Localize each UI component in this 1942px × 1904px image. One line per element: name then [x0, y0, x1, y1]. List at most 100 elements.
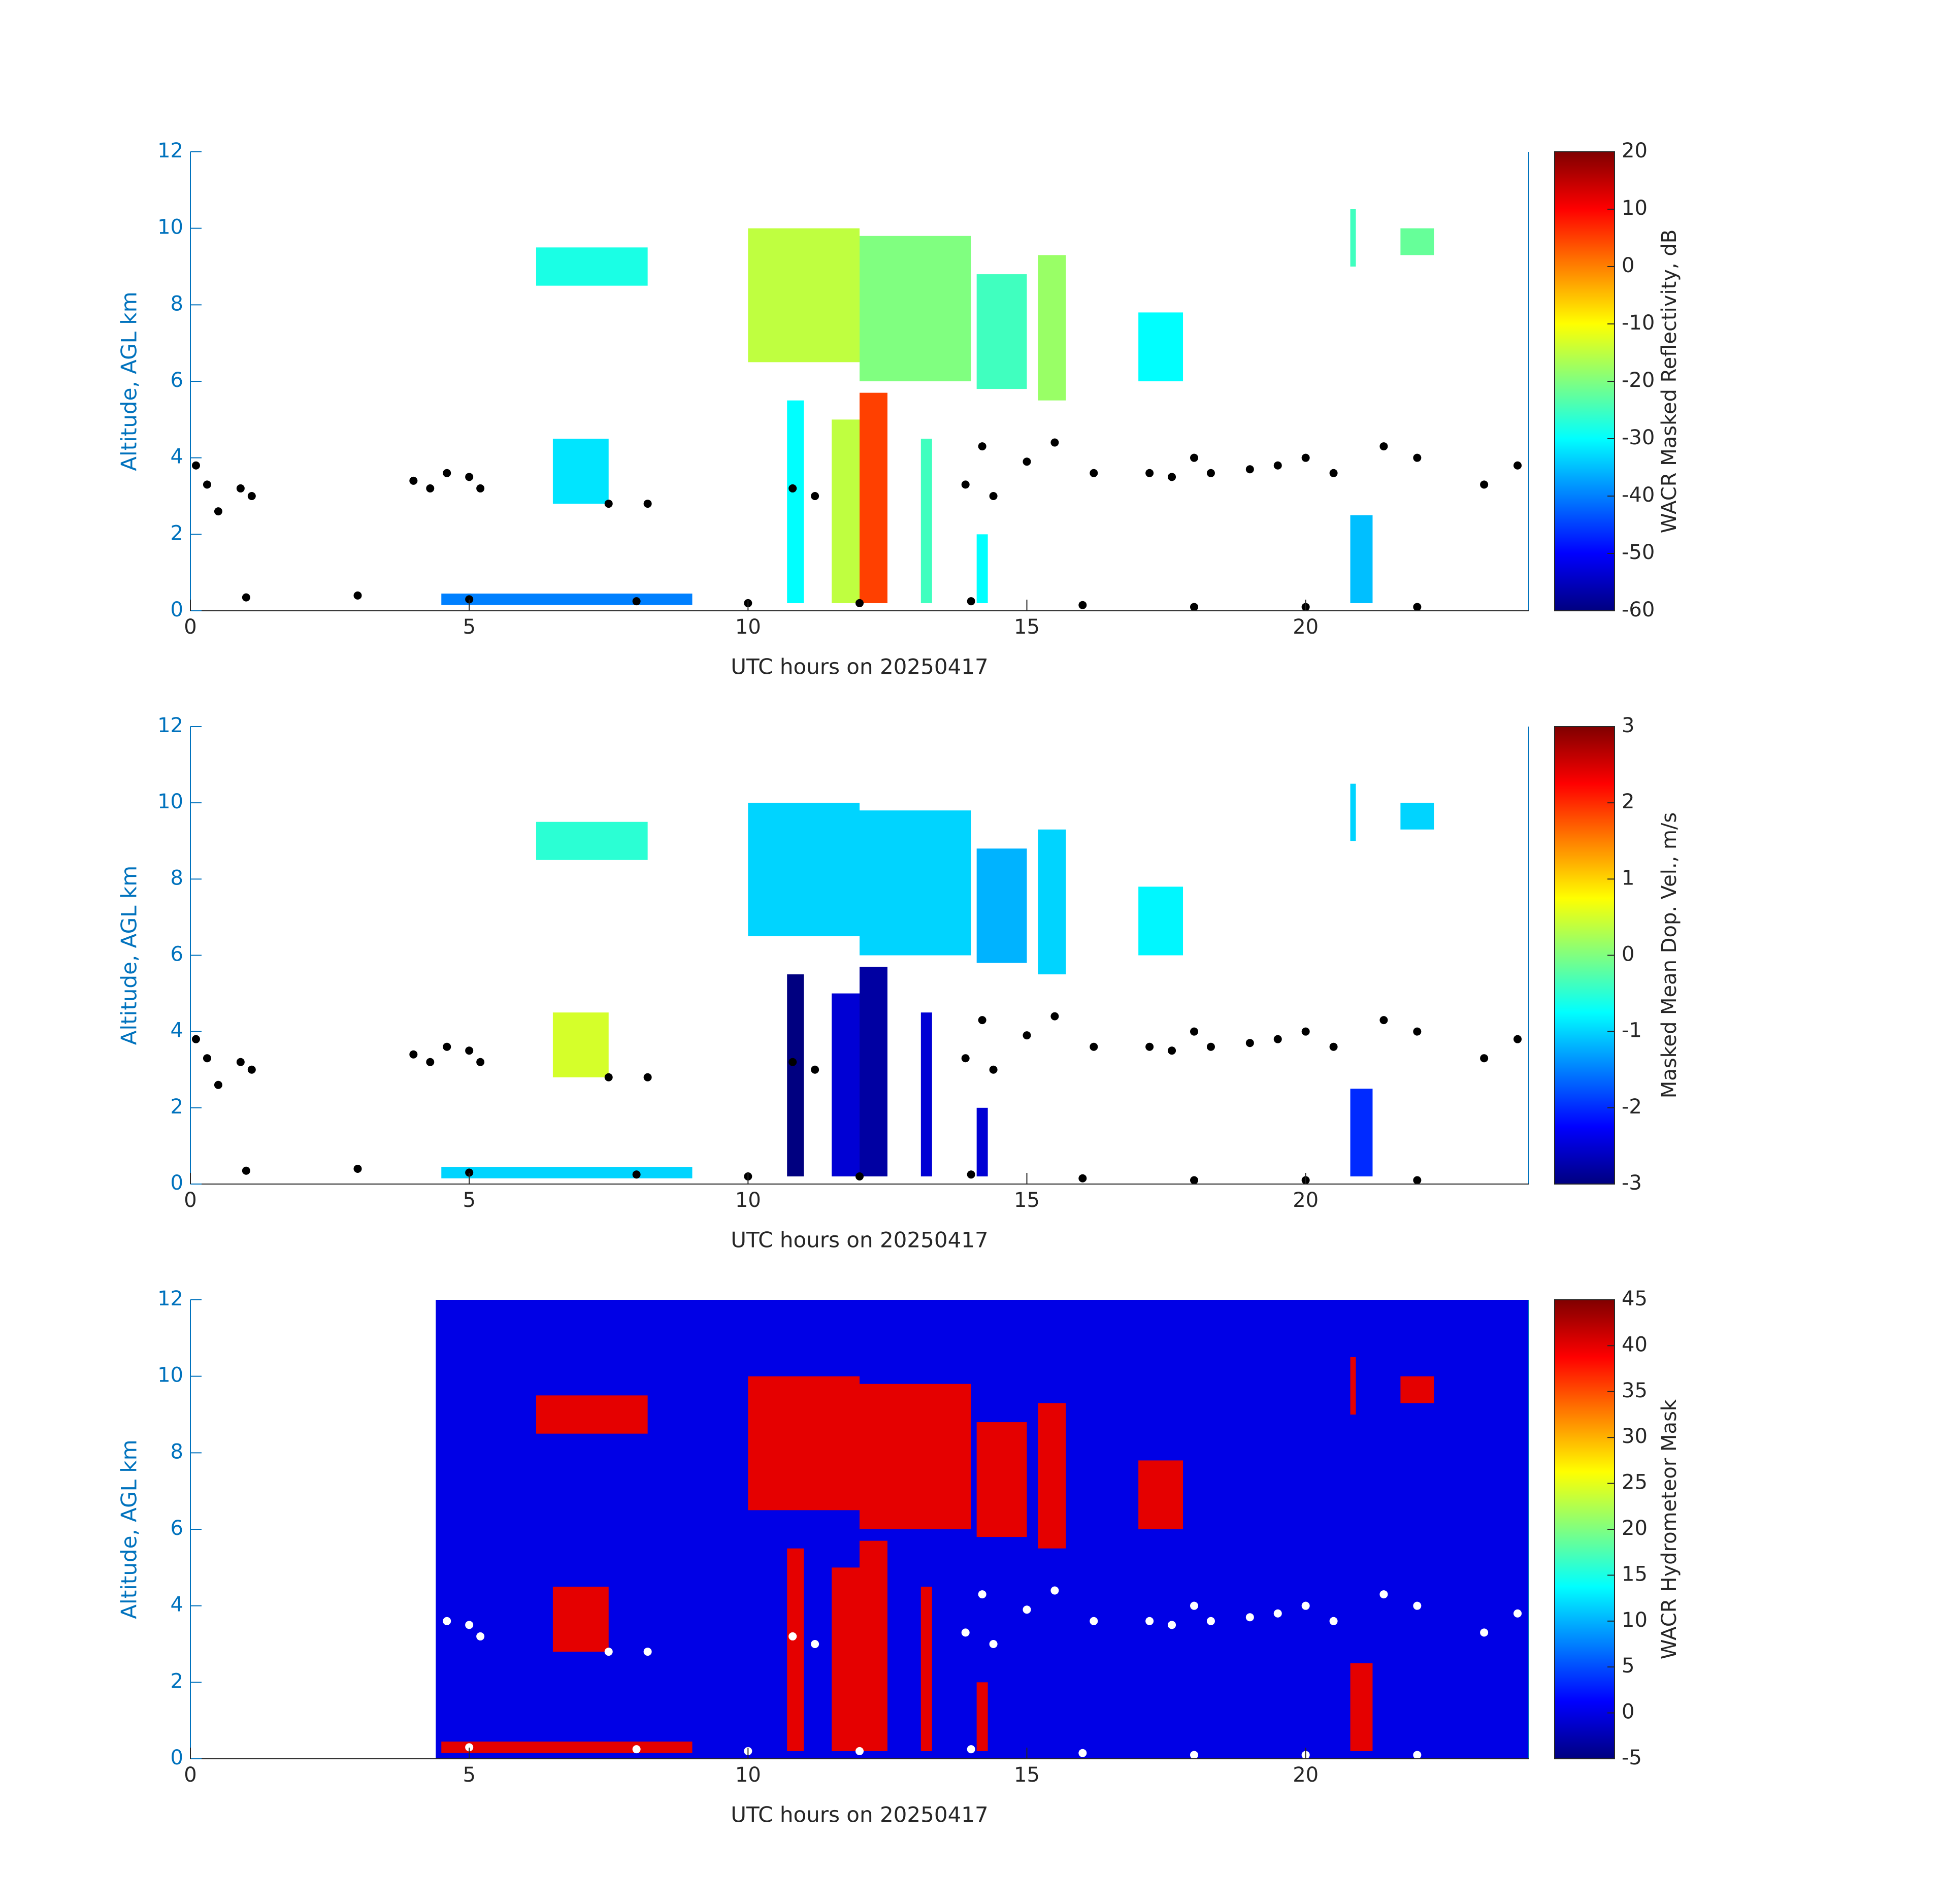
colorbar-tick-label: 35: [1622, 1379, 1648, 1402]
data-region: [860, 236, 971, 381]
y-tick-label: 10: [157, 216, 183, 239]
cloud-base-point: [855, 1747, 864, 1755]
cloud-base-point: [989, 492, 998, 500]
data-region: [441, 1742, 693, 1753]
x-tick-label: 15: [1014, 1189, 1040, 1212]
data-region: [552, 439, 609, 504]
data-region: [536, 1395, 648, 1434]
data-region: [860, 967, 887, 1176]
cloud-base-point: [961, 1628, 970, 1637]
cloud-base-point: [811, 1640, 819, 1648]
colorbar-tick-label: -20: [1622, 369, 1655, 392]
data-region: [1400, 1376, 1434, 1403]
cloud-base-point: [604, 1073, 613, 1081]
data-region: [976, 848, 1027, 963]
cloud-base-point: [788, 1632, 797, 1640]
data-region: [1038, 829, 1066, 975]
cloud-base-point: [643, 1073, 652, 1081]
colorbar-tick-label: -30: [1622, 426, 1655, 449]
cloud-base-point: [1273, 461, 1282, 470]
cloud-base-point: [465, 595, 474, 604]
cloud-base-point: [1513, 1609, 1522, 1618]
colorbar-tick-label: -3: [1622, 1171, 1642, 1195]
y-tick-label: 6: [171, 943, 183, 966]
colorbar: [1554, 1299, 1615, 1759]
colorbar: [1554, 726, 1615, 1185]
cloud-base-point: [353, 1164, 362, 1173]
colorbar-tick-label: 40: [1622, 1333, 1648, 1356]
cloud-base-point: [426, 484, 435, 493]
y-tick-label: 0: [171, 1746, 183, 1769]
cloud-base-point: [1168, 1621, 1176, 1629]
data-region: [536, 247, 648, 286]
data-region: [860, 1384, 971, 1529]
cloud-base-point: [443, 1617, 451, 1625]
cloud-base-point: [967, 597, 975, 606]
x-tick-label: 20: [1293, 615, 1319, 639]
x-tick-label: 5: [463, 615, 475, 639]
cloud-base-point: [191, 461, 200, 470]
x-tick-label: 20: [1293, 1189, 1319, 1212]
cloud-base-point: [811, 1065, 819, 1074]
cloud-base-point: [465, 1743, 474, 1752]
cloud-base-point: [1190, 1751, 1198, 1759]
colorbar-tick-label: -40: [1622, 483, 1655, 507]
cloud-base-point: [409, 476, 418, 485]
y-axis-label: Altitude, AGL km: [117, 291, 142, 471]
cloud-base-point: [1273, 1035, 1282, 1043]
x-tick-label: 10: [735, 1763, 761, 1787]
cloud-base-point: [1078, 601, 1087, 609]
cloud-base-point: [242, 593, 250, 602]
cloud-base-point: [1245, 1613, 1254, 1622]
cloud-base-point: [214, 1080, 222, 1089]
cloud-base-point: [967, 1170, 975, 1179]
data-region: [787, 974, 804, 1176]
data-region: [1400, 803, 1434, 830]
cloud-base-point: [236, 484, 245, 493]
data-region: [552, 1587, 609, 1652]
cloud-base-point: [604, 1648, 613, 1656]
cloud-base-point: [989, 1640, 998, 1648]
cloud-base-point: [465, 1168, 474, 1177]
cloud-base-point: [978, 1590, 986, 1599]
cloud-base-point: [1379, 442, 1388, 451]
x-tick-label: 0: [184, 615, 196, 639]
y-axis-label: Altitude, AGL km: [117, 1439, 142, 1619]
x-tick-label: 10: [735, 615, 761, 639]
cloud-base-point: [1301, 1601, 1310, 1610]
cloud-base-point: [1190, 603, 1198, 611]
colorbar-tick-label: -10: [1622, 311, 1655, 335]
data-region: [552, 1012, 609, 1077]
cloud-base-point: [1190, 453, 1198, 462]
cloud-base-point: [632, 597, 641, 606]
colorbar-tick-label: 5: [1622, 1654, 1634, 1678]
data-region: [832, 1567, 860, 1751]
cloud-base-point: [1513, 1035, 1522, 1043]
colorbar-tick-label: 2: [1622, 790, 1634, 813]
y-tick-label: 4: [171, 1593, 183, 1617]
y-tick-label: 0: [171, 1171, 183, 1195]
cloud-base-point: [632, 1170, 641, 1179]
colorbar-label: WACR Hydrometeor Mask: [1658, 1399, 1681, 1659]
cloud-base-point: [1190, 1601, 1198, 1610]
cloud-base-point: [242, 1166, 250, 1175]
cloud-base-point: [1379, 1590, 1388, 1599]
cloud-base-point: [1168, 1046, 1176, 1055]
cloud-base-point: [1190, 1176, 1198, 1185]
y-tick-label: 10: [157, 1364, 183, 1387]
colorbar-label: WACR Masked Reflectivity, dB: [1658, 229, 1681, 533]
y-tick-label: 2: [171, 521, 183, 545]
y-tick-label: 6: [171, 1517, 183, 1540]
cloud-base-point: [811, 492, 819, 500]
cloud-base-point: [604, 500, 613, 508]
colorbar-tick-label: 45: [1622, 1287, 1648, 1310]
colorbar-tick-label: -50: [1622, 541, 1655, 564]
cloud-base-point: [643, 500, 652, 508]
x-tick-label: 5: [463, 1189, 475, 1212]
cloud-base-point: [236, 1058, 245, 1066]
data-region: [1400, 228, 1434, 255]
cloud-base-point: [1413, 1601, 1422, 1610]
data-region: [1138, 1460, 1183, 1529]
data-region: [920, 1012, 932, 1176]
cloud-base-point: [1023, 1605, 1031, 1614]
